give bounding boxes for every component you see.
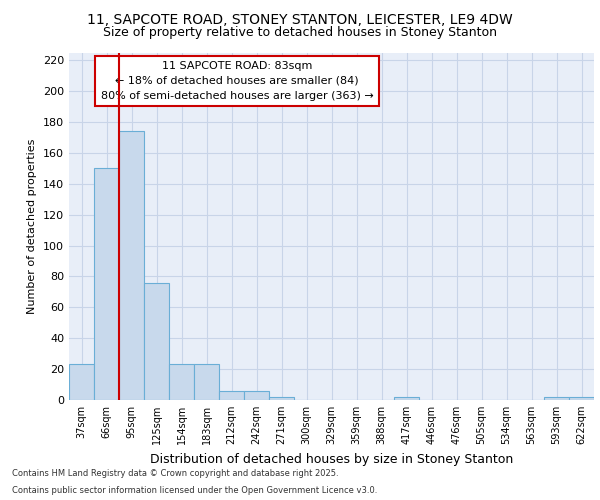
Text: Size of property relative to detached houses in Stoney Stanton: Size of property relative to detached ho… [103, 26, 497, 39]
Bar [544, 397, 569, 400]
Bar [144, 282, 169, 400]
Bar [269, 397, 294, 400]
Text: Contains public sector information licensed under the Open Government Licence v3: Contains public sector information licen… [12, 486, 377, 495]
Bar [169, 364, 194, 400]
X-axis label: Distribution of detached houses by size in Stoney Stanton: Distribution of detached houses by size … [150, 452, 513, 466]
Text: Contains HM Land Registry data © Crown copyright and database right 2025.: Contains HM Land Registry data © Crown c… [12, 468, 338, 477]
Y-axis label: Number of detached properties: Number of detached properties [28, 138, 37, 314]
Text: 11, SAPCOTE ROAD, STONEY STANTON, LEICESTER, LE9 4DW: 11, SAPCOTE ROAD, STONEY STANTON, LEICES… [87, 12, 513, 26]
Text: 11 SAPCOTE ROAD: 83sqm
← 18% of detached houses are smaller (84)
80% of semi-det: 11 SAPCOTE ROAD: 83sqm ← 18% of detached… [101, 61, 373, 101]
Bar [69, 364, 94, 400]
Bar [394, 397, 419, 400]
Bar [569, 397, 594, 400]
Bar [244, 390, 269, 400]
Bar [94, 168, 119, 400]
Bar [119, 132, 144, 400]
Bar [194, 364, 219, 400]
Bar [219, 390, 244, 400]
